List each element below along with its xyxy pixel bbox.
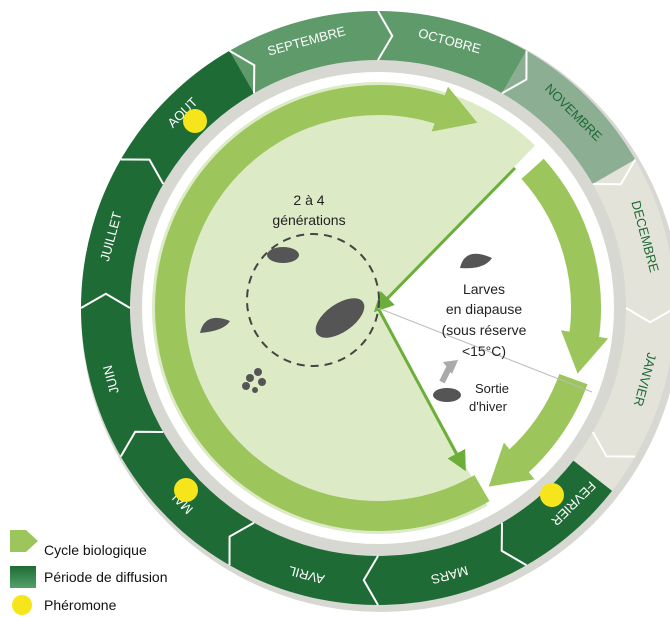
lifecycle-diagram: SEPTEMBREOCTOBRENOVEMBREDECEMBREJANVIERF…: [0, 0, 670, 617]
diapause-line: (sous réserve: [442, 322, 527, 338]
diapause-line: <15°C): [462, 343, 506, 359]
legend-label: Phéromone: [44, 597, 117, 613]
legend-swatch: [10, 530, 38, 552]
legend-label: Cycle biologique: [44, 542, 147, 558]
legend-label: Période de diffusion: [44, 569, 168, 585]
cycle: [142, 72, 614, 544]
legend-swatch: [10, 566, 36, 588]
diagram: SEPTEMBREOCTOBRENOVEMBREDECEMBREJANVIERF…: [0, 0, 670, 617]
legend-swatch: [12, 595, 32, 615]
diapause-line: Larves: [463, 281, 505, 297]
exit-line: Sortie: [475, 381, 509, 396]
pheromone-dot: [174, 478, 198, 502]
pheromone-dot: [183, 109, 207, 133]
generations-line: générations: [272, 212, 345, 228]
diapause-line: en diapause: [446, 301, 523, 317]
generations-line: 2 à 4: [293, 192, 324, 208]
exit-line: d'hiver: [469, 399, 508, 414]
pheromone-dot: [540, 483, 564, 507]
